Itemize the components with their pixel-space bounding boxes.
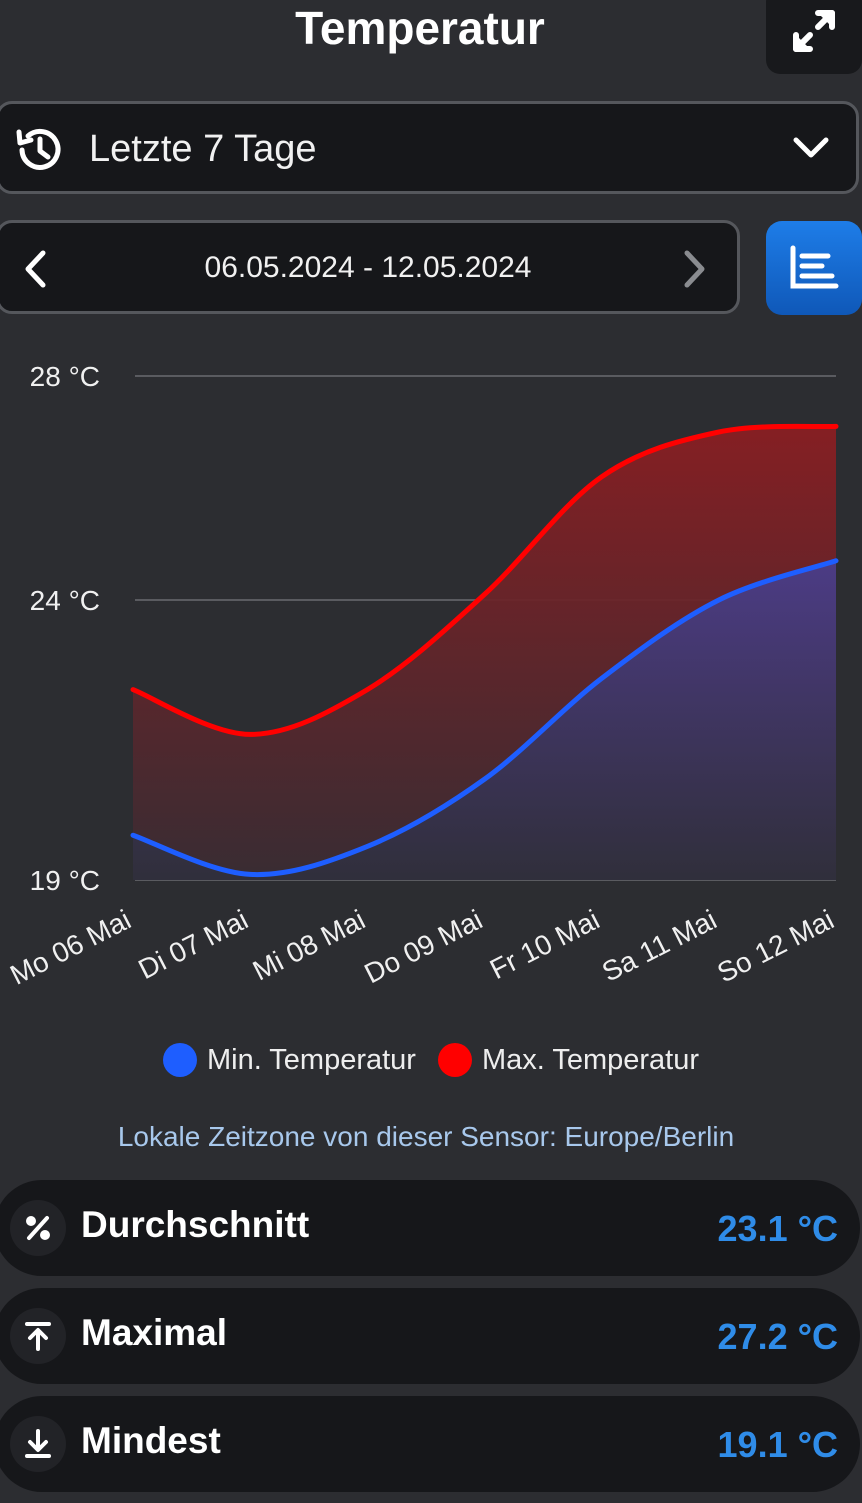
stat-average: Durchschnitt 23.1 °C	[0, 1180, 860, 1276]
chart-icon	[790, 245, 839, 289]
x-tick-label: Mi 08 Mai	[248, 904, 370, 987]
x-tick-label: Sa 11 Mai	[597, 904, 722, 988]
arrow-up-icon	[10, 1308, 66, 1364]
time-range-select[interactable]: Letzte 7 Tage	[0, 101, 859, 194]
stat-maximum-label: Maximal	[81, 1312, 228, 1353]
legend-dot-max	[437, 1043, 472, 1077]
stat-average-label: Durchschnitt	[81, 1204, 310, 1245]
percent-icon	[10, 1200, 66, 1256]
date-range-label: 06.05.2024 - 12.05.2024	[204, 251, 532, 284]
x-tick-label: Di 07 Mai	[133, 904, 252, 985]
y-tick-label: 28 °C	[30, 361, 100, 392]
legend-label-max: Max. Temperatur	[481, 1043, 700, 1076]
time-range-label: Letzte 7 Tage	[89, 128, 317, 170]
x-tick-label: Do 09 Mai	[359, 904, 487, 990]
stat-maximum: Maximal 27.2 °C	[0, 1288, 860, 1384]
chevron-down-icon	[793, 137, 829, 158]
date-navigator: 06.05.2024 - 12.05.2024	[0, 220, 740, 314]
chart-type-button[interactable]	[766, 221, 862, 315]
arrow-down-icon	[10, 1416, 66, 1472]
stat-maximum-value: 27.2 °C	[717, 1316, 838, 1357]
legend-dot-min	[162, 1043, 197, 1077]
stat-minimum-value: 19.1 °C	[717, 1424, 838, 1465]
chevron-right-icon[interactable]	[681, 249, 709, 289]
page-title: Temperatur	[295, 2, 545, 54]
legend-label-min: Min. Temperatur	[206, 1043, 416, 1076]
max-temperature-line[interactable]	[130, 423, 839, 737]
stat-minimum-label: Mindest	[81, 1420, 221, 1461]
chevron-left-icon[interactable]	[21, 249, 49, 289]
y-tick-label: 19 °C	[30, 865, 100, 896]
expand-arrows-icon	[793, 10, 835, 52]
expand-button[interactable]	[766, 0, 862, 74]
timezone-note: Lokale Zeitzone von dieser Sensor: Europ…	[117, 1121, 735, 1152]
x-tick-label: Mo 06 Mai	[5, 904, 136, 991]
stat-average-value: 23.1 °C	[717, 1208, 838, 1249]
x-tick-label: Fr 10 Mai	[485, 904, 604, 985]
history-icon	[16, 128, 61, 170]
min-temperature-area	[133, 560, 836, 880]
stat-minimum: Mindest 19.1 °C	[0, 1396, 860, 1492]
legend-item-min[interactable]: Min. Temperatur	[162, 1043, 416, 1077]
chart-legend: Min. Temperatur Max. Temperatur	[0, 1038, 862, 1082]
y-tick-label: 24 °C	[30, 585, 100, 616]
min-temperature-line[interactable]	[130, 558, 839, 878]
legend-item-max[interactable]: Max. Temperatur	[437, 1043, 700, 1077]
x-tick-label: So 12 Mai	[712, 904, 838, 989]
